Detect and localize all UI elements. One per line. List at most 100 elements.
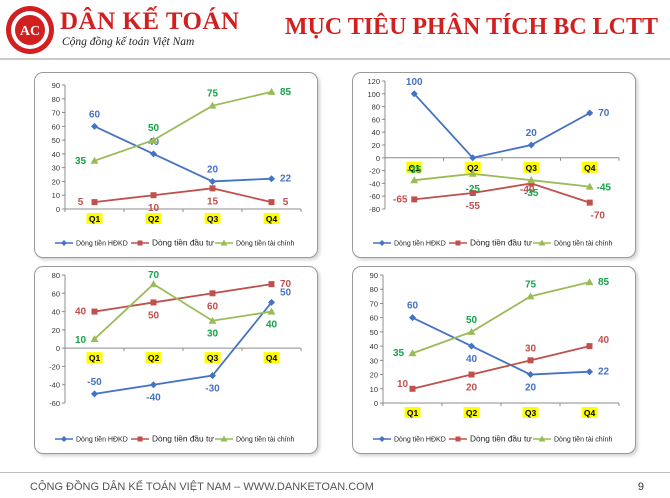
category-label-q4: Q4	[584, 163, 596, 173]
legend-label: Dòng tiền đầu tư	[152, 238, 214, 248]
y-tick-label: 40	[372, 128, 380, 137]
data-point-hdkd	[150, 381, 157, 389]
legend-dau-tu: Dòng tiền đầu tư	[131, 434, 214, 444]
y-tick-label: 80	[370, 285, 378, 294]
y-tick-label: 10	[52, 191, 60, 200]
data-label-tai-chinh: 50	[148, 123, 160, 134]
data-label-dau-tu: -70	[591, 211, 606, 222]
category-highlight	[145, 213, 162, 224]
data-label-hdkd: -30	[205, 384, 220, 395]
data-point-dau-tu	[150, 192, 157, 199]
y-tick-label: 70	[52, 109, 60, 118]
legend-label: Dòng tiền tài chính	[554, 435, 612, 444]
data-point-hdkd	[468, 342, 475, 350]
y-tick-label: -80	[369, 205, 380, 214]
legend-hdkd: Dòng tiền HĐKD	[55, 435, 128, 444]
data-label-dau-tu: -55	[466, 201, 481, 212]
y-tick-label: 20	[52, 326, 60, 335]
data-point-hdkd	[586, 368, 593, 376]
y-tick-label: 20	[370, 371, 378, 380]
data-point-tai-chinh	[208, 316, 217, 324]
category-label-q1: Q1	[409, 163, 421, 173]
category-highlight	[523, 161, 540, 173]
data-point-hdkd	[268, 175, 275, 183]
legend-label: Dòng tiền tài chính	[554, 239, 612, 248]
legend-tai-chinh: Dòng tiền tài chính	[533, 435, 612, 444]
legend-label: Dòng tiền HĐKD	[394, 435, 446, 444]
y-tick-label: 90	[370, 271, 378, 280]
data-point-tai-chinh	[90, 156, 99, 164]
data-point-tai-chinh	[90, 335, 99, 342]
y-tick-label: 30	[370, 356, 378, 365]
data-label-dau-tu: 5	[283, 197, 289, 208]
data-point-tai-chinh	[585, 278, 594, 286]
category-label-q2: Q2	[467, 163, 479, 173]
line-chart: -60 -40 -20 0 20 40 60 80 Q1 Q2 Q3 Q4 -50 -40 -30 50 40 5…	[49, 270, 302, 444]
category-highlight	[581, 407, 598, 418]
data-label-hdkd: 60	[407, 301, 419, 312]
category-label-q3: Q3	[526, 163, 538, 173]
data-label-hdkd: 20	[526, 128, 538, 139]
data-point-tai-chinh	[267, 307, 276, 315]
data-point-dau-tu	[528, 180, 535, 187]
y-tick-label: -60	[49, 399, 60, 408]
legend-label: Dòng tiền tài chính	[236, 435, 294, 444]
y-tick-label: -40	[49, 381, 60, 390]
category-highlight	[204, 352, 221, 364]
data-label-tai-chinh: 40	[266, 320, 278, 331]
legend-label: Dòng tiền tài chính	[236, 239, 294, 248]
series-line-hdkd	[412, 316, 590, 376]
category-highlight	[86, 352, 103, 364]
data-label-tai-chinh: -35	[524, 188, 539, 199]
chart-panel-top-right: -80 -60 -40 -20 0 20 40 60 80 100 120 Q1 Q2 Q3 Q4 100 20…	[352, 72, 636, 258]
legend-dau-tu: Dòng tiền đầu tư	[449, 434, 532, 444]
data-point-hdkd	[469, 154, 477, 162]
category-label-q2: Q2	[148, 214, 160, 224]
legend-label: Dòng tiền đầu tư	[152, 434, 214, 444]
data-label-hdkd: 22	[598, 367, 610, 378]
series-line-hdkd	[94, 301, 273, 395]
y-tick-label: -20	[49, 362, 60, 371]
data-label-dau-tu: -40	[520, 184, 535, 195]
y-tick-label: 80	[52, 271, 60, 280]
y-tick-label: 20	[52, 177, 60, 186]
data-label-hdkd: 20	[525, 383, 537, 394]
data-point-tai-chinh	[267, 87, 276, 95]
chart-panel-bottom-right: 0 10 20 30 40 50 60 70 80 90 Q1 Q2 Q3 Q4 60 40 20 22 10 20 3…	[352, 266, 636, 454]
category-label-q4: Q4	[584, 408, 596, 418]
data-point-dau-tu	[209, 185, 216, 192]
category-highlight	[263, 352, 280, 364]
legend-tai-chinh: Dòng tiền tài chính	[533, 239, 612, 248]
data-point-tai-chinh	[208, 101, 217, 109]
data-label-hdkd: 100	[406, 77, 423, 88]
y-tick-label: 30	[52, 164, 60, 173]
data-label-dau-tu: 70	[280, 279, 292, 290]
y-tick-label: 60	[52, 289, 60, 298]
data-label-tai-chinh: -35	[407, 165, 422, 176]
series-line-dau-tu	[94, 187, 272, 204]
footer-text: CỘNG ĐỒNG DÂN KẾ TOÁN VIỆT NAM – WWW.DAN…	[30, 481, 374, 493]
legend-label: Dòng tiền đầu tư	[470, 434, 532, 444]
category-highlight	[464, 161, 481, 173]
data-label-dau-tu: 5	[78, 197, 84, 208]
data-label-hdkd: 50	[280, 287, 292, 298]
legend-hdkd: Dòng tiền HĐKD	[373, 239, 446, 248]
data-point-hdkd	[91, 390, 98, 398]
category-label-q2: Q2	[466, 408, 478, 418]
data-label-dau-tu: 10	[397, 379, 409, 390]
y-tick-label: 0	[56, 344, 60, 353]
category-label-q3: Q3	[525, 408, 537, 418]
data-label-tai-chinh: 85	[598, 277, 610, 288]
y-tick-label: 120	[367, 77, 380, 86]
y-tick-label: 40	[52, 308, 60, 317]
data-label-tai-chinh: 30	[207, 329, 219, 340]
data-point-hdkd	[586, 109, 594, 117]
data-label-tai-chinh: 85	[280, 87, 292, 98]
data-label-hdkd: 70	[598, 108, 610, 119]
category-highlight	[406, 161, 423, 173]
y-tick-label: 0	[376, 154, 380, 163]
data-label-tai-chinh: 75	[525, 279, 537, 290]
y-tick-label: 0	[374, 399, 378, 408]
data-label-dau-tu: 10	[148, 203, 160, 214]
legend-label: Dòng tiền HĐKD	[76, 435, 128, 444]
